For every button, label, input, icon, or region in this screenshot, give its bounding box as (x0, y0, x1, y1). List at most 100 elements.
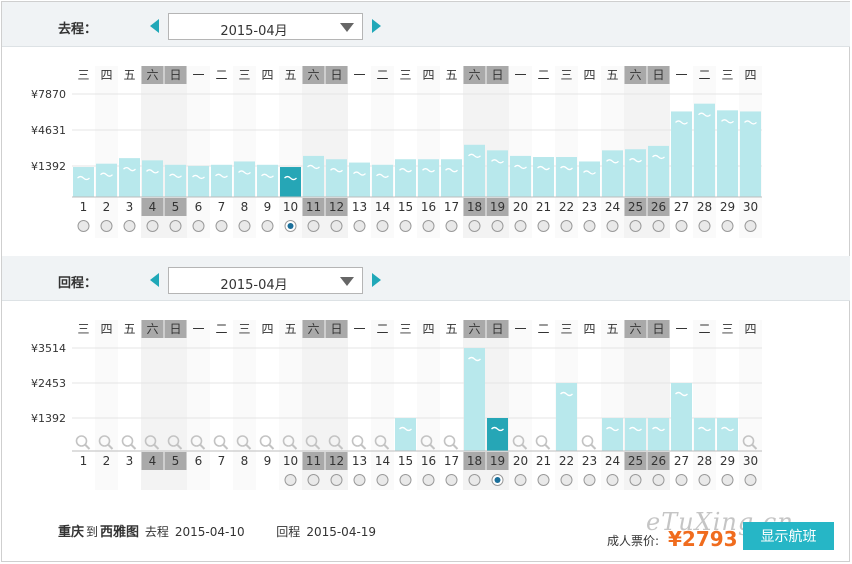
price-bar[interactable] (694, 103, 715, 197)
day-radio[interactable] (422, 220, 435, 232)
day-radio[interactable] (675, 474, 688, 486)
day-radio[interactable] (238, 220, 251, 232)
day-radio[interactable] (468, 220, 481, 232)
price-bar[interactable] (211, 164, 232, 197)
inbound-next-month-icon[interactable] (372, 273, 381, 287)
price-bar[interactable] (119, 158, 140, 197)
price-bar[interactable] (234, 161, 255, 197)
price-bar[interactable] (671, 383, 692, 451)
day-radio[interactable] (77, 220, 90, 232)
day-radio[interactable] (146, 220, 159, 232)
price-bar[interactable] (602, 418, 623, 451)
price-bar[interactable] (740, 111, 761, 197)
magnifier-icon[interactable] (282, 435, 298, 450)
magnifier-icon[interactable] (305, 435, 321, 450)
day-radio[interactable] (353, 474, 366, 486)
day-radio[interactable] (721, 220, 734, 232)
day-radio[interactable] (537, 474, 550, 486)
price-bar[interactable] (372, 164, 393, 197)
day-radio[interactable] (376, 474, 389, 486)
show-flights-button[interactable]: 显示航班 (743, 522, 834, 550)
price-bar[interactable] (464, 144, 485, 197)
price-bar[interactable] (165, 164, 186, 197)
day-radio[interactable] (606, 220, 619, 232)
price-bar[interactable] (556, 383, 577, 451)
day-radio[interactable] (468, 474, 481, 486)
magnifier-icon[interactable] (443, 435, 459, 450)
price-bar[interactable] (671, 111, 692, 197)
day-radio[interactable] (583, 474, 596, 486)
price-bar[interactable] (648, 418, 669, 451)
day-radio[interactable] (537, 220, 550, 232)
day-radio[interactable] (399, 220, 412, 232)
day-radio[interactable] (330, 474, 343, 486)
day-radio[interactable] (100, 220, 113, 232)
price-bar[interactable] (464, 348, 485, 451)
price-bar[interactable] (625, 418, 646, 451)
day-radio[interactable] (629, 220, 642, 232)
magnifier-icon[interactable] (351, 435, 367, 450)
day-radio[interactable] (652, 474, 665, 486)
day-radio[interactable] (652, 220, 665, 232)
day-radio[interactable] (583, 220, 596, 232)
day-radio[interactable] (330, 220, 343, 232)
magnifier-icon[interactable] (328, 435, 344, 450)
day-radio[interactable] (169, 220, 182, 232)
day-radio[interactable] (514, 220, 527, 232)
outbound-month-select[interactable]: 2015-04月 (168, 13, 363, 40)
day-radio[interactable] (123, 220, 136, 232)
magnifier-icon[interactable] (535, 435, 551, 450)
price-bar[interactable] (395, 418, 416, 451)
day-radio[interactable] (353, 220, 366, 232)
price-bar[interactable] (556, 157, 577, 197)
day-radio[interactable] (399, 474, 412, 486)
price-bar[interactable] (625, 149, 646, 197)
price-bar[interactable] (533, 157, 554, 197)
price-bar[interactable] (648, 145, 669, 197)
day-radio[interactable] (422, 474, 435, 486)
day-radio[interactable] (744, 220, 757, 232)
price-bar[interactable] (188, 165, 209, 197)
outbound-next-month-icon[interactable] (372, 19, 381, 33)
price-bar[interactable] (487, 418, 508, 451)
outbound-prev-month-icon[interactable] (150, 19, 159, 33)
magnifier-icon[interactable] (259, 435, 275, 450)
magnifier-icon[interactable] (213, 435, 229, 450)
price-bar[interactable] (418, 159, 439, 197)
day-radio[interactable] (307, 474, 320, 486)
price-bar[interactable] (487, 150, 508, 197)
inbound-prev-month-icon[interactable] (150, 273, 159, 287)
day-radio[interactable] (445, 220, 458, 232)
magnifier-icon[interactable] (236, 435, 252, 450)
price-bar[interactable] (142, 160, 163, 197)
day-radio[interactable] (721, 474, 734, 486)
magnifier-icon[interactable] (144, 435, 160, 450)
magnifier-icon[interactable] (512, 435, 528, 450)
day-radio[interactable] (606, 474, 619, 486)
price-bar[interactable] (303, 155, 324, 197)
day-radio[interactable] (445, 474, 458, 486)
day-radio[interactable] (261, 220, 274, 232)
price-bar[interactable] (694, 418, 715, 451)
day-radio[interactable] (560, 220, 573, 232)
day-radio[interactable] (491, 220, 504, 232)
magnifier-icon[interactable] (121, 435, 137, 450)
day-radio[interactable] (376, 220, 389, 232)
price-bar[interactable] (395, 159, 416, 197)
magnifier-icon[interactable] (420, 435, 436, 450)
day-radio[interactable] (215, 220, 228, 232)
magnifier-icon[interactable] (167, 435, 183, 450)
day-radio[interactable] (284, 474, 297, 486)
price-bar[interactable] (717, 418, 738, 451)
day-radio[interactable] (514, 474, 527, 486)
inbound-month-select[interactable]: 2015-04月 (168, 267, 363, 294)
price-bar[interactable] (579, 161, 600, 197)
day-radio[interactable] (698, 220, 711, 232)
magnifier-icon[interactable] (742, 435, 758, 450)
price-bar[interactable] (257, 164, 278, 197)
day-radio[interactable] (744, 474, 757, 486)
price-bar[interactable] (510, 155, 531, 197)
day-radio[interactable] (307, 220, 320, 232)
price-bar[interactable] (441, 159, 462, 197)
magnifier-icon[interactable] (581, 435, 597, 450)
